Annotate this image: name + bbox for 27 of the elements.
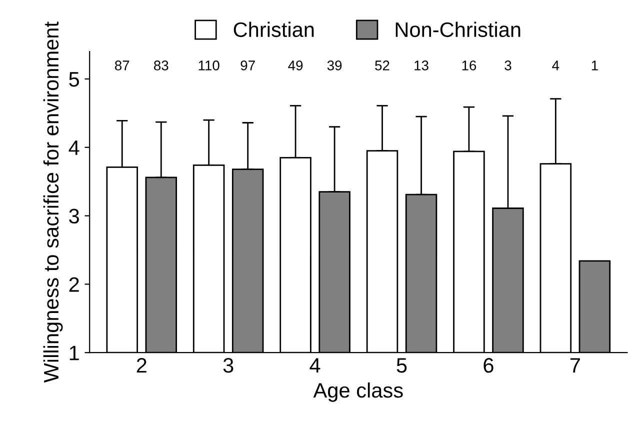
legend-label: Christian: [234, 22, 314, 38]
x-axis-title: Age class: [313, 382, 403, 402]
annotation: 3: [504, 60, 512, 70]
annotation: 1: [592, 60, 598, 70]
x-tick-label: 6: [484, 358, 494, 373]
x-tick-label: 2: [136, 358, 146, 373]
annotation: 13: [414, 60, 428, 70]
annotation: 4: [552, 60, 560, 70]
x-tick-label: 4: [310, 358, 320, 373]
annotation: 110: [198, 60, 220, 70]
annotation: 97: [240, 60, 255, 70]
y-tick-label: 4: [68, 140, 80, 155]
annotation: 16: [462, 60, 476, 70]
y-tick-label: 3: [69, 208, 79, 224]
annotation: 87: [114, 60, 130, 70]
annotation: 49: [288, 60, 303, 70]
annotation: 83: [154, 60, 168, 70]
y-tick-label: 2: [69, 277, 79, 292]
annotation: 52: [375, 60, 390, 70]
y-tick-label: 5: [69, 72, 80, 87]
annotation: 39: [327, 60, 342, 70]
y-axis-title: Willingness to sacrifice for environment: [43, 22, 63, 383]
y-tick-label: 1: [70, 346, 79, 360]
x-tick-label: 5: [396, 358, 407, 373]
x-tick-label: 7: [570, 358, 580, 373]
legend-label: Non-Christian: [396, 22, 520, 38]
x-tick-label: 3: [223, 358, 234, 373]
